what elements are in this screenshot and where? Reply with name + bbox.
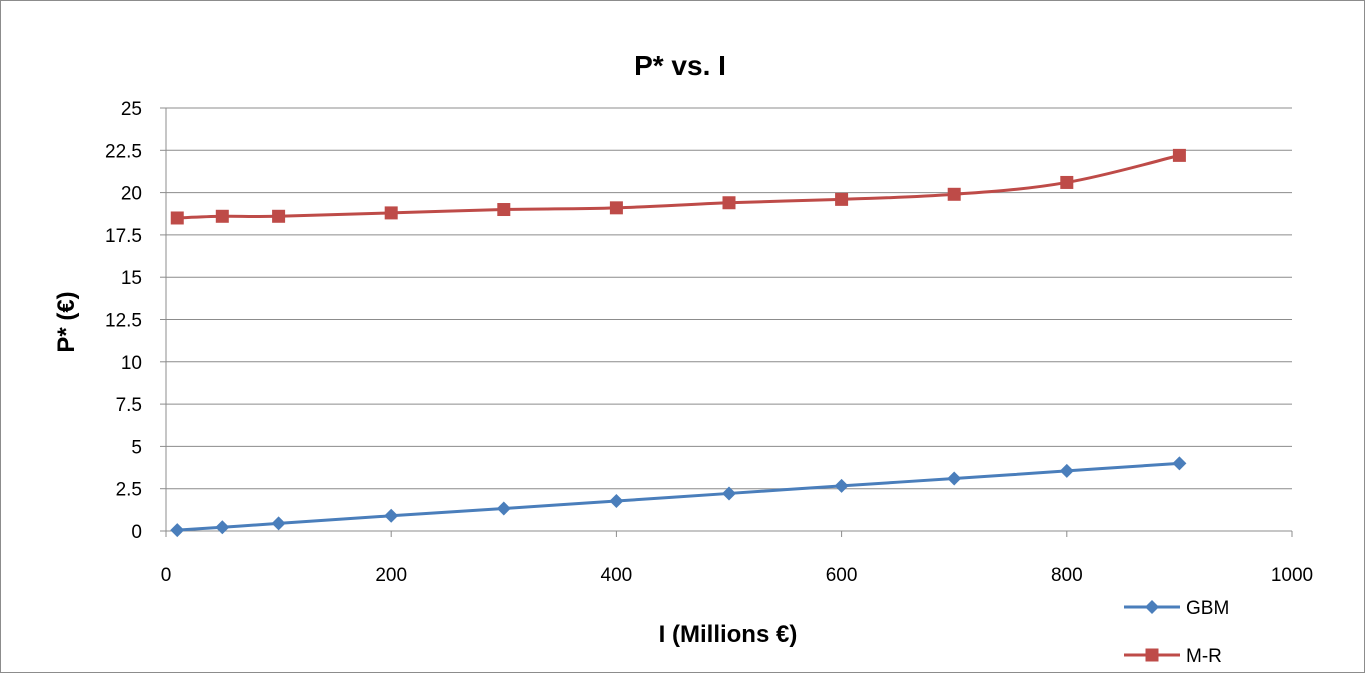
x-tick-label: 400 [601,565,633,586]
legend: GBM M-R [1124,598,1229,667]
data-point-m-r [272,209,286,223]
data-point-gbm [1059,463,1074,478]
data-point-gbm [215,520,230,535]
data-point-m-r [170,211,184,225]
x-tick-labels: 0 200 400 600 800 1000 [161,565,1313,586]
data-point-m-r [215,209,229,223]
series-line-m-r [177,153,1180,220]
x-tick-label: 200 [375,565,407,586]
data-point-m-r [497,203,511,217]
series-line-gbm [177,461,1180,532]
y-tick-label: 25 [121,99,142,120]
data-point-m-r [1172,148,1186,162]
legend-marker-m-r [1145,648,1159,662]
data-point-m-r [722,196,736,210]
gridlines [160,107,1292,532]
legend-marker-gbm [1145,600,1159,614]
x-tick-label: 800 [1051,565,1083,586]
y-tick-labels: 0 2.5 5 7.5 10 12.5 15 17.5 20 22.5 25 [105,99,142,543]
legend-label-gbm: GBM [1186,598,1229,619]
series-gbm [170,456,1187,538]
series-m-r [170,148,1186,225]
legend-item-gbm: GBM [1124,598,1229,619]
y-tick-label: 22.5 [105,141,142,162]
y-tick-label: 2.5 [116,480,142,501]
data-point-gbm [170,523,185,538]
series-layer [170,148,1187,538]
axes [165,108,1293,537]
data-point-gbm [496,501,511,516]
data-point-gbm [947,471,962,486]
y-tick-label: 15 [121,268,142,289]
data-point-gbm [1172,456,1187,471]
x-tick-label: 600 [826,565,858,586]
y-tick-label: 5 [131,437,142,458]
legend-item-m-r: M-R [1124,646,1222,667]
data-point-m-r [609,201,623,215]
y-tick-label: 17.5 [105,226,142,247]
data-point-gbm [271,516,286,531]
y-tick-label: 20 [121,184,142,205]
y-axis-title: P* (€) [53,291,80,352]
x-tick-label: 1000 [1271,565,1313,586]
x-axis-title: I (Millions €) [659,621,798,648]
y-tick-label: 10 [121,353,142,374]
data-point-gbm [722,486,736,501]
chart-title: P* vs. I [634,50,726,81]
data-point-m-r [835,192,849,206]
data-point-m-r [1060,175,1074,189]
data-point-m-r [384,206,398,220]
data-point-gbm [384,508,399,523]
y-tick-label: 0 [131,522,142,543]
y-tick-label: 12.5 [105,311,142,332]
data-point-gbm [834,478,849,493]
legend-label-m-r: M-R [1186,646,1222,667]
x-tick-label: 0 [161,565,172,586]
data-point-gbm [609,494,624,509]
data-point-m-r [947,187,961,201]
y-tick-label: 7.5 [116,395,142,416]
